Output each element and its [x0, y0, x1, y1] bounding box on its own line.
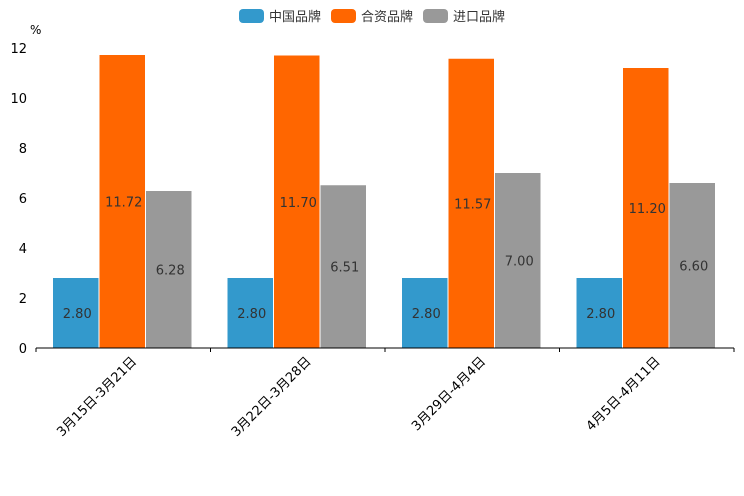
legend-item-jv-brand[interactable]: 合资品牌	[330, 6, 413, 25]
bar-data-label: 7.00	[505, 255, 534, 270]
y-tick-label: 2	[19, 292, 27, 307]
bar-data-label: 6.28	[156, 264, 185, 279]
bar[interactable]	[99, 55, 146, 348]
x-category-label: 3月15日-3月21日	[54, 354, 140, 440]
legend-swatch-jv-brand	[330, 8, 356, 23]
y-axis-unit-label: %	[30, 23, 41, 37]
x-category-label: 3月29日-4月4日	[409, 354, 489, 434]
legend: 中国品牌 合资品牌 进口品牌	[0, 6, 744, 25]
legend-label-china-brand: 中国品牌	[268, 10, 321, 25]
bar[interactable]	[53, 278, 99, 348]
bar-data-label: 6.51	[330, 261, 359, 276]
bar-data-label: 2.80	[586, 307, 615, 322]
y-axis-ticks: 0 2 4 6 8 10 12	[10, 42, 27, 357]
legend-swatch-china-brand	[238, 8, 264, 23]
x-axis-ticks	[35, 348, 735, 352]
bar-data-label: 2.80	[237, 307, 266, 322]
bar-data-label: 2.80	[63, 307, 92, 322]
legend-item-import-brand[interactable]: 进口品牌	[423, 6, 505, 25]
y-tick-label: 12	[10, 42, 27, 57]
legend-item-china-brand[interactable]: 中国品牌	[238, 6, 321, 25]
bar-data-label: 2.80	[412, 307, 441, 322]
y-tick-label: 0	[19, 342, 27, 357]
legend-swatch-import-brand	[423, 8, 448, 23]
bar[interactable]	[274, 55, 320, 349]
data-labels-group: 2.80 11.72 6.28 2.80 11.70 6.51 2.80 11.57 7.00 2…	[63, 196, 708, 323]
bar[interactable]	[227, 278, 274, 348]
bar[interactable]	[448, 58, 495, 348]
x-category-label: 3月22日-3月28日	[229, 354, 315, 440]
bar-data-label: 11.70	[280, 196, 317, 211]
y-tick-label: 8	[19, 142, 27, 157]
x-category-label: 4月5日-4月11日	[584, 354, 664, 434]
x-axis-category-labels: 3月15日-3月21日 3月22日-3月28日 3月29日-4月4日 4月5日-4月1…	[54, 354, 663, 440]
bar[interactable]	[623, 68, 669, 348]
bar[interactable]	[146, 191, 192, 348]
bar-data-label: 6.60	[679, 260, 708, 275]
bar-data-label: 11.72	[105, 196, 142, 211]
legend-label-import-brand: 进口品牌	[453, 10, 506, 25]
y-tick-label: 4	[19, 242, 27, 257]
legend-label-jv-brand: 合资品牌	[360, 10, 413, 25]
bars-group	[53, 55, 715, 348]
bar[interactable]	[495, 173, 541, 348]
bar[interactable]	[402, 278, 448, 348]
bar[interactable]	[320, 185, 367, 348]
bar-data-label: 11.57	[454, 197, 491, 212]
y-tick-label: 10	[10, 92, 27, 107]
bar[interactable]	[576, 278, 623, 348]
y-tick-label: 6	[19, 192, 27, 207]
bar-data-label: 11.20	[629, 202, 666, 217]
bar[interactable]	[669, 183, 716, 348]
